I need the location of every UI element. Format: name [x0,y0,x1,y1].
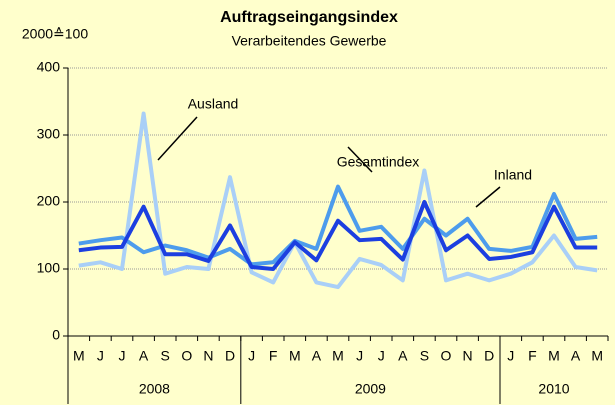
x-tick-label: D [484,348,494,364]
x-tick-label: D [225,348,235,364]
x-tick-label: M [289,348,301,364]
x-tick-label: M [548,348,560,364]
x-tick-label: J [97,348,104,364]
chart-title: Auftragseingangsindex [220,9,398,26]
annotation-pointer [157,116,198,161]
y-tick-label: 400 [37,59,61,75]
x-tick-label: M [73,348,85,364]
x-tick-label: J [248,348,255,364]
x-tick-label: N [463,348,473,364]
series-line [78,200,598,271]
x-tick-label: J [119,348,126,364]
x-tick-label: A [312,348,322,364]
x-tick-label: J [356,348,363,364]
y-tick-label: 100 [37,260,61,276]
x-tick-label: S [420,348,429,364]
x-tick-label: O [181,348,192,364]
series-label: Ausland [188,96,239,112]
x-tick-label: A [398,348,408,364]
year-label: 2009 [355,381,386,397]
year-label: 2010 [538,381,569,397]
x-tick-label: M [332,348,344,364]
x-tick-label: F [269,348,278,364]
x-tick-label: J [507,348,514,364]
chart-subtitle: Verarbeitendes Gewerbe [232,33,387,49]
series-label: Inland [494,167,532,183]
y-unit: 2000≙100 [22,26,88,42]
y-tick-label: 0 [52,327,60,343]
x-tick-label: M [591,348,603,364]
annotation-pointer [347,146,373,173]
x-tick-label: J [378,348,385,364]
x-tick-label: A [571,348,581,364]
x-tick-label: F [528,348,537,364]
x-tick-label: S [161,348,170,364]
year-label: 2008 [139,381,170,397]
y-tick-label: 200 [37,193,61,209]
series-line [78,111,598,290]
annotation-pointer [475,186,501,208]
x-tick-label: O [441,348,452,364]
x-tick-label: N [203,348,213,364]
x-tick-label: A [139,348,149,364]
y-tick-label: 300 [37,126,61,142]
series-label: Gesamtindex [337,154,419,170]
series-line [78,184,598,267]
